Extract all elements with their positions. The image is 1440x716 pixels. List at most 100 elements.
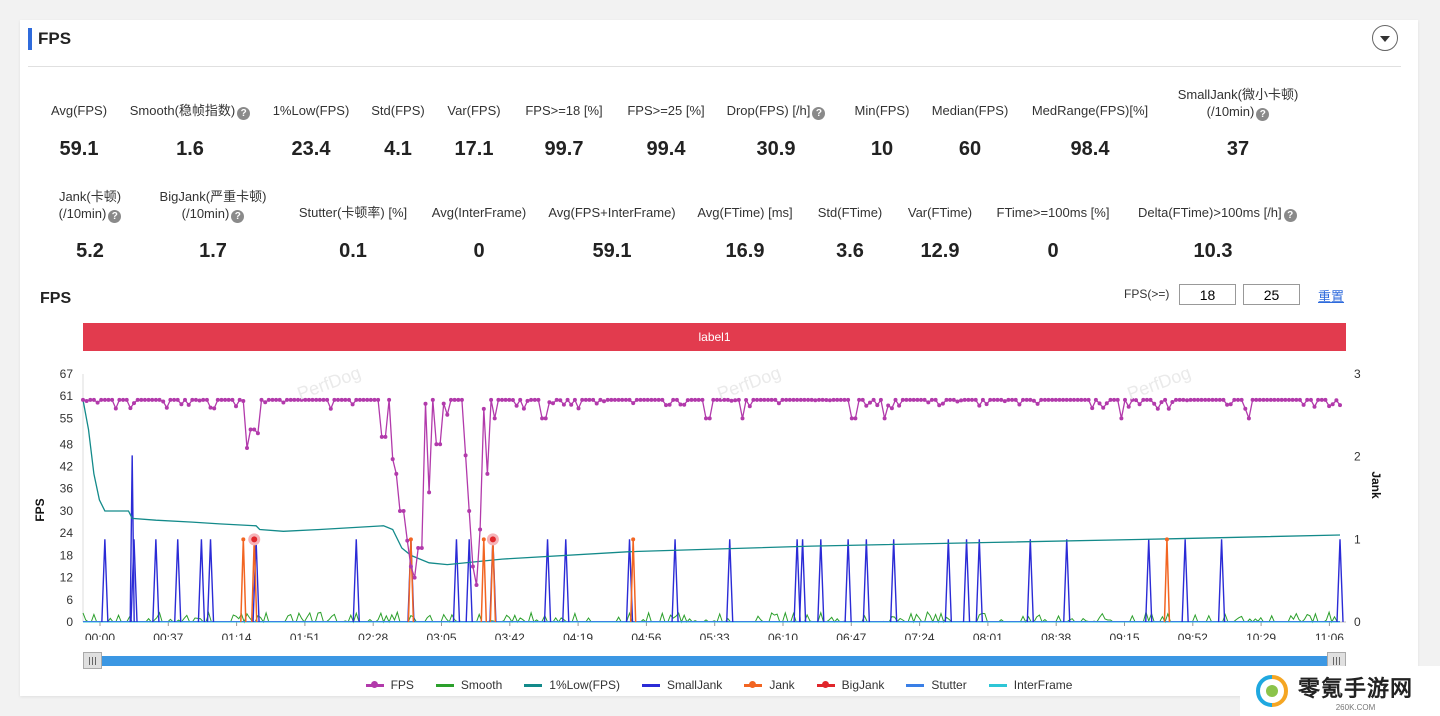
bigjank-spike (489, 539, 497, 623)
legend-item-smalljank[interactable]: SmallJank (641, 678, 722, 692)
fps-point (1090, 406, 1095, 411)
stat-stutter: Stutter(卡顿率) [%] 0.1 (278, 204, 428, 262)
smalljank-spike (101, 539, 109, 623)
x-tick-label: 07:24 (905, 631, 935, 640)
fps-point (878, 397, 883, 402)
fps-point (940, 401, 945, 406)
fps-point (1053, 397, 1058, 402)
fps-point (1152, 401, 1157, 406)
legend-item-interframe[interactable]: InterFrame (988, 678, 1072, 692)
fps-point (398, 509, 402, 513)
fps-point (310, 397, 315, 402)
legend-item-fps[interactable]: FPS (365, 678, 414, 692)
fps-point (1083, 397, 1087, 402)
stat-value: 1.7 (199, 240, 227, 262)
watermark-text: PerfDog (715, 362, 784, 403)
fps-point (602, 399, 606, 404)
fps-point (1039, 397, 1044, 402)
fps-point (587, 397, 592, 402)
fps-point (802, 397, 807, 402)
fps-point (868, 400, 872, 405)
fps-point (871, 397, 876, 402)
stat-var-ftime: Var(FTime) 12.9 (865, 204, 1015, 262)
legend-item-jank[interactable]: Jank (744, 678, 795, 692)
smalljank-spike (130, 539, 138, 623)
y-tick-label: 42 (60, 460, 74, 474)
fps-point (1010, 397, 1015, 402)
stat-label: Median(FPS) (895, 102, 1045, 119)
fps-point (623, 397, 628, 402)
fps-point (478, 527, 483, 532)
fps-point (638, 397, 643, 402)
legend-item-bigjank[interactable]: BigJank (816, 678, 884, 692)
fps-point (605, 397, 610, 402)
fps-point (1163, 397, 1168, 402)
fps-point (452, 397, 457, 402)
x-tick-label: 00:37 (153, 631, 183, 640)
slider-handle-left[interactable] (83, 652, 102, 669)
fps-point (419, 546, 424, 550)
legend-item-stutter[interactable]: Stutter (906, 678, 967, 692)
stat-var-fps: Var(FPS) 17.1 (399, 102, 549, 160)
collapse-toggle-button[interactable] (1372, 25, 1398, 51)
fps-point (1236, 397, 1240, 402)
fps-point (387, 397, 392, 402)
fps-point (842, 397, 847, 402)
fps-point (984, 402, 989, 407)
fps-point (642, 397, 647, 402)
fps-point (722, 397, 727, 402)
stat-label: Avg(FTime) [ms] (670, 204, 820, 221)
stat-value: 4.1 (384, 138, 412, 160)
fps-threshold-input-1[interactable] (1179, 284, 1236, 305)
fps-point (401, 509, 406, 513)
fps-point (445, 412, 450, 417)
fps-point (350, 402, 355, 407)
fps-threshold-input-2[interactable] (1243, 284, 1300, 305)
fps-point (1159, 400, 1164, 405)
legend-swatch-icon (365, 680, 384, 688)
fps-point (966, 397, 971, 402)
fps-point (314, 397, 319, 402)
help-icon[interactable]: ? (1283, 209, 1297, 222)
y2-tick-label: 0 (1354, 615, 1361, 629)
watermark-text: PerfDog (1125, 362, 1194, 403)
jank-spike (240, 539, 247, 623)
label-band[interactable]: label1 (83, 323, 1346, 351)
fps-point (124, 397, 129, 402)
x-tick-label: 00:00 (85, 631, 115, 640)
fps-point (1137, 402, 1142, 407)
y2-axis-label: Jank (1369, 471, 1383, 499)
fps-point (281, 400, 286, 405)
fps-point (1028, 397, 1033, 402)
stat-label: Avg(InterFrame) (404, 204, 554, 221)
help-icon[interactable]: ? (231, 210, 245, 223)
fps-point (955, 399, 960, 404)
y-axis-label: FPS (33, 498, 47, 521)
fps-point (554, 397, 559, 402)
fps-point (1148, 397, 1153, 402)
smalljank-spike (543, 539, 552, 623)
jank-point (1164, 537, 1169, 542)
fps-point (900, 397, 905, 402)
stat-label: Var(FTime) (865, 204, 1015, 221)
fps-point (853, 416, 858, 421)
legend-item-1-low-fps-[interactable]: 1%Low(FPS) (524, 678, 620, 692)
fps-point (357, 397, 362, 402)
help-icon[interactable]: ? (812, 107, 826, 120)
help-icon[interactable]: ? (237, 107, 251, 120)
fps-point (139, 397, 144, 402)
fps-point (951, 397, 956, 402)
help-icon[interactable]: ? (108, 210, 122, 223)
stat-medrange-fps: MedRange(FPS)[%] 98.4 (1015, 102, 1165, 160)
time-range-slider[interactable] (83, 652, 1346, 669)
fps-point (427, 490, 432, 495)
fps-point (84, 399, 89, 403)
reset-link[interactable]: 重置 (1318, 289, 1345, 304)
fps-point (510, 398, 515, 402)
x-tick-label: 11:06 (1315, 631, 1344, 640)
help-icon[interactable]: ? (1256, 108, 1270, 121)
legend-label: Smooth (460, 678, 503, 692)
legend-item-smooth[interactable]: Smooth (435, 678, 503, 692)
fps-point (1246, 416, 1251, 421)
